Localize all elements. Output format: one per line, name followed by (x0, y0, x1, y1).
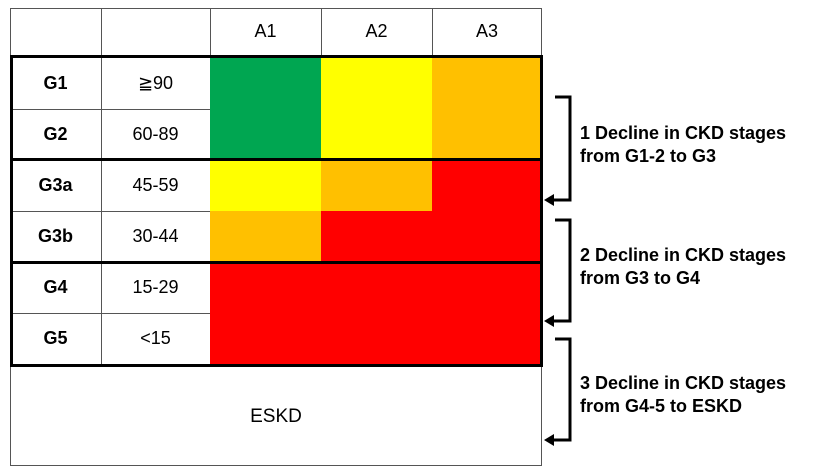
bracket-arrow (552, 337, 572, 442)
bracket-label-line: from G4-5 to ESKD (580, 396, 743, 416)
group-border (10, 55, 13, 367)
grid-line (10, 8, 542, 9)
header-a3: A3 (475, 21, 499, 41)
grid-line (432, 8, 433, 58)
arrowhead-icon (544, 434, 554, 446)
row-stage-label: G1 (43, 73, 68, 93)
risk-cell (432, 160, 542, 211)
row-gfr-label: ≧90 (137, 73, 174, 93)
risk-cell (321, 58, 432, 109)
risk-cell (432, 313, 542, 364)
row-stage-label: G2 (43, 124, 68, 144)
header-a1: A1 (254, 21, 277, 41)
risk-cell (321, 262, 432, 313)
grid-line (10, 313, 210, 314)
bracket-label-line: 3 Decline in CKD stages (580, 373, 787, 393)
header-a2: A2 (365, 21, 388, 41)
group-border (10, 364, 543, 367)
grid-line (10, 211, 210, 212)
risk-cell (432, 262, 542, 313)
bracket-arrow (552, 218, 572, 323)
row-gfr-label: <15 (140, 328, 171, 348)
risk-cell (210, 211, 321, 262)
bracket-arrow (552, 95, 572, 202)
grid-line (541, 8, 542, 58)
bracket-label-line: 2 Decline in CKD stages (580, 245, 787, 265)
group-border (10, 55, 543, 58)
group-border (10, 158, 543, 161)
risk-cell (210, 160, 321, 211)
risk-cell (321, 313, 432, 364)
grid-line (101, 8, 102, 367)
row-gfr-label: 45-59 (132, 175, 179, 195)
risk-cell (432, 58, 542, 109)
risk-cell (432, 211, 542, 262)
risk-cell (210, 58, 321, 109)
risk-cell (210, 262, 321, 313)
eskd-cell: ESKD (250, 405, 302, 427)
arrowhead-icon (544, 194, 554, 206)
group-border (540, 55, 543, 367)
bracket-label-1: 1 Decline in CKD stages from G1-2 to G3 (580, 122, 786, 168)
risk-cell (210, 313, 321, 364)
row-gfr-label: 15-29 (132, 277, 179, 297)
row-stage-label: G4 (43, 277, 68, 297)
risk-cell (321, 160, 432, 211)
grid-line (10, 109, 210, 110)
arrowhead-icon (544, 315, 554, 327)
risk-cell (321, 211, 432, 262)
row-stage-label: G3b (37, 226, 73, 246)
risk-cell (432, 109, 542, 160)
bracket-label-2: 2 Decline in CKD stages from G3 to G4 (580, 244, 786, 290)
row-stage-label: G3a (38, 175, 73, 195)
row-gfr-label: 60-89 (132, 124, 179, 144)
row-gfr-label: 30-44 (132, 226, 179, 246)
grid-line (321, 8, 322, 58)
grid-line (541, 364, 542, 466)
bracket-label-3: 3 Decline in CKD stages from G4-5 to ESK… (580, 372, 786, 418)
row-stage-label: G5 (43, 328, 68, 348)
grid-line (10, 465, 542, 466)
bracket-label-line: 1 Decline in CKD stages (580, 123, 787, 143)
bracket-label-line: from G1-2 to G3 (580, 146, 717, 166)
group-border (10, 261, 543, 264)
bracket-label-line: from G3 to G4 (580, 268, 701, 288)
risk-cell (210, 109, 321, 160)
grid-line (210, 8, 211, 58)
risk-cell (321, 109, 432, 160)
